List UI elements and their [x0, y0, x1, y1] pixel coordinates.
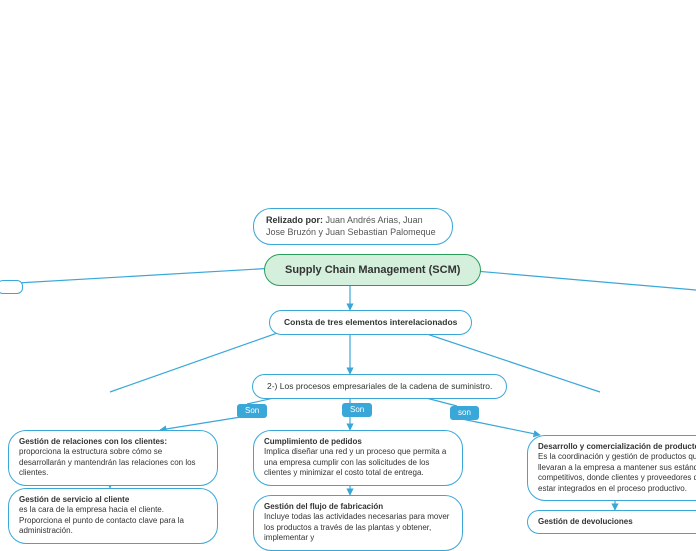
label-son-1: Son	[237, 404, 267, 418]
desarrollo-title: Desarrollo y comercialización de product…	[538, 442, 696, 451]
gestion-relaciones-title: Gestión de relaciones con los clientes:	[19, 437, 167, 446]
consta-node: Consta de tres elementos interelacionado…	[269, 310, 472, 335]
cumplimiento-title: Cumplimiento de pedidos	[264, 437, 362, 446]
consta-text: Consta de tres elementos interelacionado…	[284, 317, 457, 327]
offscreen-node-left	[0, 280, 23, 294]
gestion-relaciones-body: proporciona la estructura sobre cómo se …	[19, 447, 196, 477]
desarrollo-node: Desarrollo y comercialización de product…	[527, 435, 696, 501]
gestion-relaciones-node: Gestión de relaciones con los clientes: …	[8, 430, 218, 486]
desarrollo-body: Es la coordinación y gestión de producto…	[538, 452, 696, 492]
gestion-servicio-title: Gestión de servicio al cliente	[19, 495, 129, 504]
procesos-text: 2-) Los procesos empresariales de la cad…	[267, 381, 492, 391]
label-son-2: Son	[342, 403, 372, 417]
flujo-node: Gestión del flujo de fabricación Incluye…	[253, 495, 463, 551]
devoluciones-node: Gestión de devoluciones	[527, 510, 696, 534]
label-son-3: son	[450, 406, 479, 420]
procesos-node: 2-) Los procesos empresariales de la cad…	[252, 374, 507, 399]
authors-node: Relizado por: Juan Andrés Arias, Juan Jo…	[253, 208, 453, 245]
flujo-title: Gestión del flujo de fabricación	[264, 502, 383, 511]
cumplimiento-body: Implica diseñar una red y un proceso que…	[264, 447, 446, 477]
flujo-body: Incluye todas las actividades necesarias…	[264, 512, 449, 542]
title-text: Supply Chain Management (SCM)	[285, 264, 460, 276]
gestion-servicio-body: es la cara de la empresa hacia el client…	[19, 505, 184, 535]
devoluciones-title: Gestión de devoluciones	[538, 517, 633, 526]
cumplimiento-node: Cumplimiento de pedidos Implica diseñar …	[253, 430, 463, 486]
title-node: Supply Chain Management (SCM)	[264, 254, 481, 286]
authors-prefix: Relizado por:	[266, 215, 323, 225]
gestion-servicio-node: Gestión de servicio al cliente es la car…	[8, 488, 218, 544]
